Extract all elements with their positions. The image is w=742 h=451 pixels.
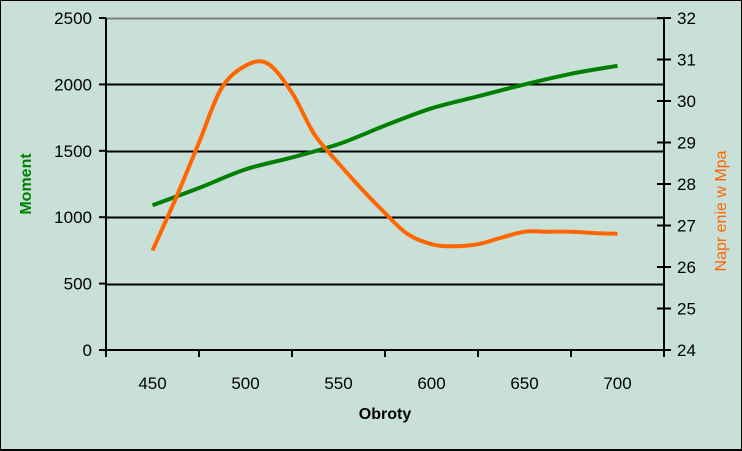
data-series (150, 59, 618, 252)
gridlines (106, 17, 664, 286)
y2-tick-label: 24 (677, 341, 696, 360)
y-tick-label: 1000 (54, 208, 92, 227)
y-tick-label: 2000 (54, 75, 92, 94)
x-axis-title: Obroty (359, 406, 412, 423)
y2-tick-label: 28 (677, 175, 696, 194)
y2-tick-label: 25 (677, 300, 696, 319)
axes (99, 17, 671, 357)
y-axis-title: Moment (18, 153, 35, 215)
y2-tick-label: 29 (677, 134, 696, 153)
x-tick-label: 550 (324, 374, 352, 393)
stress-line (150, 59, 618, 252)
y-tick-label: 2500 (54, 9, 92, 28)
tick-labels: 0 500 1000 1500 2000 2500 24 25 26 27 28 29 30 31 32 45… (54, 9, 696, 393)
x-tick-label: 600 (417, 374, 445, 393)
y2-tick-label: 30 (677, 92, 696, 111)
x-tick-label: 700 (603, 374, 631, 393)
x-tick-label: 450 (138, 374, 166, 393)
y2-tick-label: 32 (677, 9, 696, 28)
x-tick-label: 500 (231, 374, 259, 393)
y-tick-label: 500 (64, 275, 92, 294)
x-tick-label: 650 (510, 374, 538, 393)
y2-tick-label: 27 (677, 217, 696, 236)
y-tick-label: 1500 (54, 142, 92, 161)
y2-tick-label: 31 (677, 51, 696, 70)
y-tick-label: 0 (83, 341, 92, 360)
y2-axis-title: Napr enie w Mpa (713, 150, 730, 271)
moment-line (151, 63, 618, 208)
y2-tick-label: 26 (677, 258, 696, 277)
